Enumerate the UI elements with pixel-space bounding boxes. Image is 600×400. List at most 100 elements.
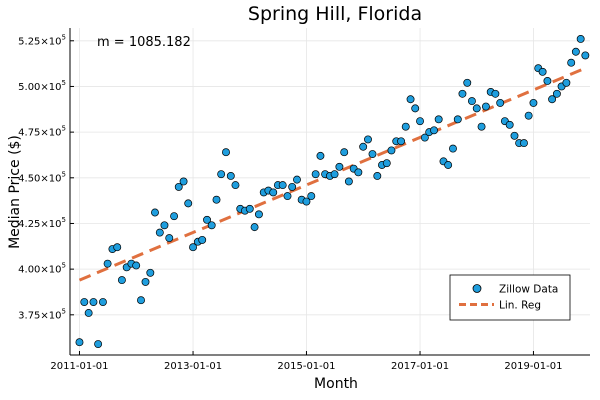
y-tick-mantissa: 4.25 bbox=[18, 219, 40, 230]
data-point bbox=[354, 168, 363, 177]
data-point bbox=[288, 182, 297, 191]
data-point bbox=[113, 243, 122, 252]
data-point bbox=[293, 175, 301, 184]
data-point bbox=[368, 150, 377, 159]
data-point bbox=[496, 98, 505, 107]
data-point bbox=[505, 120, 514, 129]
chart-title: Spring Hill, Florida bbox=[248, 3, 422, 25]
y-tick-times-ten: ×10 bbox=[40, 219, 61, 230]
data-point bbox=[174, 182, 183, 191]
y-tick-label: 4.75×105 bbox=[18, 125, 66, 139]
data-point bbox=[146, 268, 155, 277]
data-points-layer bbox=[75, 35, 590, 348]
data-point bbox=[207, 221, 216, 230]
data-point bbox=[302, 197, 311, 206]
data-point bbox=[212, 195, 221, 204]
data-point bbox=[576, 35, 585, 43]
data-point bbox=[571, 47, 580, 56]
data-point bbox=[481, 102, 490, 111]
data-point bbox=[117, 276, 126, 285]
data-point bbox=[254, 210, 263, 219]
data-point bbox=[307, 192, 316, 201]
y-tick-mantissa: 4.75 bbox=[18, 128, 40, 139]
y-tick-mantissa: 4.00 bbox=[18, 265, 40, 276]
data-point bbox=[567, 58, 576, 67]
data-point bbox=[335, 162, 344, 171]
data-point bbox=[160, 221, 169, 230]
data-point bbox=[520, 139, 528, 148]
grid bbox=[70, 28, 590, 355]
data-point bbox=[467, 97, 476, 106]
x-axis-ticks: 2011-01-01 2013-01-01 2015-01-01 2017-01-01… bbox=[50, 351, 563, 372]
data-point bbox=[529, 98, 538, 107]
x-tick-label: 2019-01-01 bbox=[504, 361, 562, 372]
data-point bbox=[543, 77, 552, 85]
legend-marker-zillow bbox=[472, 284, 482, 293]
y-tick-mantissa: 5.25 bbox=[18, 36, 40, 47]
y-tick-times-ten: ×10 bbox=[40, 265, 61, 276]
y-tick-exponent: 5 bbox=[62, 33, 66, 41]
y-tick-label: 5.00×105 bbox=[18, 79, 66, 93]
data-point bbox=[132, 261, 141, 270]
data-point bbox=[382, 159, 391, 168]
y-tick-label: 3.75×105 bbox=[18, 307, 66, 321]
y-tick-mantissa: 3.75 bbox=[18, 310, 40, 321]
data-point bbox=[250, 223, 259, 232]
data-point bbox=[165, 234, 174, 243]
x-tick-label: 2013-01-01 bbox=[164, 361, 222, 372]
data-point bbox=[373, 172, 382, 180]
data-point bbox=[444, 161, 453, 169]
y-tick-exponent: 5 bbox=[62, 216, 66, 224]
data-point bbox=[84, 309, 93, 317]
data-point bbox=[217, 170, 226, 179]
data-point bbox=[141, 277, 150, 286]
data-point bbox=[269, 188, 278, 197]
data-point bbox=[316, 151, 325, 160]
data-point bbox=[406, 95, 415, 104]
y-tick-exponent: 5 bbox=[62, 170, 66, 178]
data-point bbox=[387, 146, 396, 155]
data-point bbox=[477, 122, 486, 131]
data-point bbox=[278, 181, 287, 190]
data-point bbox=[184, 199, 193, 208]
y-tick-exponent: 5 bbox=[62, 262, 66, 270]
x-tick-label: 2015-01-01 bbox=[277, 361, 335, 372]
data-point bbox=[103, 259, 112, 268]
data-point bbox=[420, 133, 429, 142]
data-point bbox=[453, 115, 462, 124]
y-tick-label: 4.00×105 bbox=[18, 262, 66, 276]
y-tick-label: 4.25×105 bbox=[18, 216, 66, 230]
legend-label-regression: Lin. Reg bbox=[499, 300, 541, 312]
data-point bbox=[340, 148, 349, 157]
x-tick-label: 2011-01-01 bbox=[50, 361, 108, 372]
data-point bbox=[94, 340, 103, 348]
y-tick-exponent: 5 bbox=[62, 79, 66, 87]
legend: Zillow Data Lin. Reg bbox=[449, 274, 571, 321]
data-point bbox=[98, 298, 107, 306]
y-tick-times-ten: ×10 bbox=[40, 310, 61, 321]
data-point bbox=[364, 135, 372, 144]
data-point bbox=[411, 104, 420, 113]
data-point bbox=[397, 137, 406, 146]
data-point bbox=[359, 142, 368, 151]
data-point bbox=[189, 243, 197, 252]
data-point bbox=[524, 111, 533, 120]
y-tick-exponent: 5 bbox=[62, 307, 66, 315]
y-tick-mantissa: 4.50 bbox=[18, 173, 40, 184]
data-point bbox=[449, 144, 457, 153]
data-point bbox=[434, 115, 443, 124]
data-point bbox=[179, 177, 188, 186]
y-tick-times-ten: ×10 bbox=[40, 36, 61, 47]
data-point bbox=[472, 104, 481, 113]
y-tick-label: 5.25×105 bbox=[18, 33, 66, 47]
y-tick-label: 4.50×105 bbox=[18, 170, 66, 184]
data-point bbox=[311, 170, 320, 179]
data-point bbox=[245, 204, 254, 213]
data-point bbox=[198, 235, 207, 244]
slope-annotation: m = 1085.182 bbox=[97, 35, 191, 50]
x-tick-label: 2017-01-01 bbox=[391, 361, 449, 372]
data-point bbox=[552, 89, 561, 98]
data-point bbox=[80, 298, 89, 306]
y-axis-ticks: 3.75×1054.00×1054.25×1054.50×1054.75×105… bbox=[18, 33, 74, 321]
